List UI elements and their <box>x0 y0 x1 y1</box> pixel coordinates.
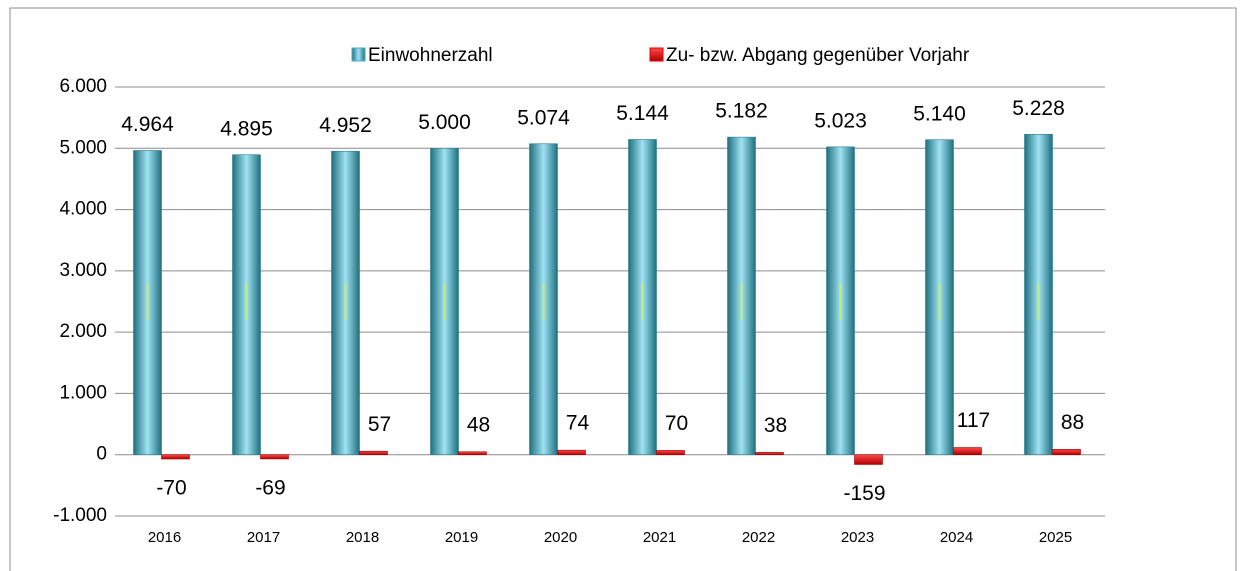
bar <box>953 447 982 456</box>
data-label: 57 <box>368 413 391 436</box>
data-label: 4.964 <box>121 113 174 136</box>
x-tick-label: 2021 <box>643 529 676 546</box>
y-tick-label: -1.000 <box>53 505 107 526</box>
data-label: 117 <box>957 409 990 432</box>
y-tick-label: 0 <box>96 444 107 465</box>
bar <box>755 452 784 456</box>
y-tick-label: 3.000 <box>59 260 107 281</box>
y-tick-label: 2.000 <box>59 321 107 342</box>
x-tick-label: 2022 <box>742 529 775 546</box>
x-tick-label: 2016 <box>148 529 181 546</box>
data-label: 4.952 <box>319 114 372 137</box>
x-tick-label: 2018 <box>346 529 379 546</box>
legend-label: Zu- bzw. Abgang gegenüber Vorjahr <box>666 45 970 66</box>
bar <box>359 450 388 456</box>
x-tick-label: 2017 <box>247 529 280 546</box>
legend-swatch <box>649 47 664 62</box>
data-label: 5.023 <box>814 109 867 132</box>
data-label: 5.182 <box>715 100 768 123</box>
x-tick-label: 2023 <box>841 529 874 546</box>
data-label: 38 <box>764 414 787 437</box>
bar <box>133 150 162 456</box>
x-tick-label: 2025 <box>1039 529 1072 546</box>
data-label: -159 <box>843 482 885 505</box>
bar <box>854 454 883 465</box>
bar <box>529 143 558 456</box>
data-label: -70 <box>156 477 186 500</box>
data-label: 5.144 <box>616 102 669 125</box>
x-tick-label: 2020 <box>544 529 577 546</box>
data-label: 4.895 <box>220 117 273 140</box>
data-label: 5.140 <box>913 102 966 125</box>
x-tick-label: 2019 <box>445 529 478 546</box>
bar <box>1052 449 1081 456</box>
chart-border <box>9 7 1237 571</box>
data-label: 88 <box>1061 411 1084 434</box>
legend-swatch <box>351 47 366 62</box>
data-label: -69 <box>255 476 285 499</box>
bar <box>260 454 289 460</box>
legend-label: Einwohnerzahl <box>368 45 493 66</box>
bar <box>557 449 586 456</box>
data-label: 74 <box>566 412 590 435</box>
data-label: 5.074 <box>517 106 570 129</box>
data-label: 48 <box>467 413 490 436</box>
data-label: 5.000 <box>418 111 471 134</box>
data-label: 5.228 <box>1012 97 1065 120</box>
y-tick-label: 5.000 <box>59 137 107 158</box>
data-label: 70 <box>665 412 688 435</box>
y-tick-label: 1.000 <box>59 382 107 403</box>
x-tick-label: 2024 <box>940 529 973 546</box>
bar <box>161 454 190 460</box>
y-tick-label: 6.000 <box>59 76 107 97</box>
y-tick-label: 4.000 <box>59 199 107 220</box>
bar <box>656 450 685 456</box>
bar <box>458 451 487 456</box>
